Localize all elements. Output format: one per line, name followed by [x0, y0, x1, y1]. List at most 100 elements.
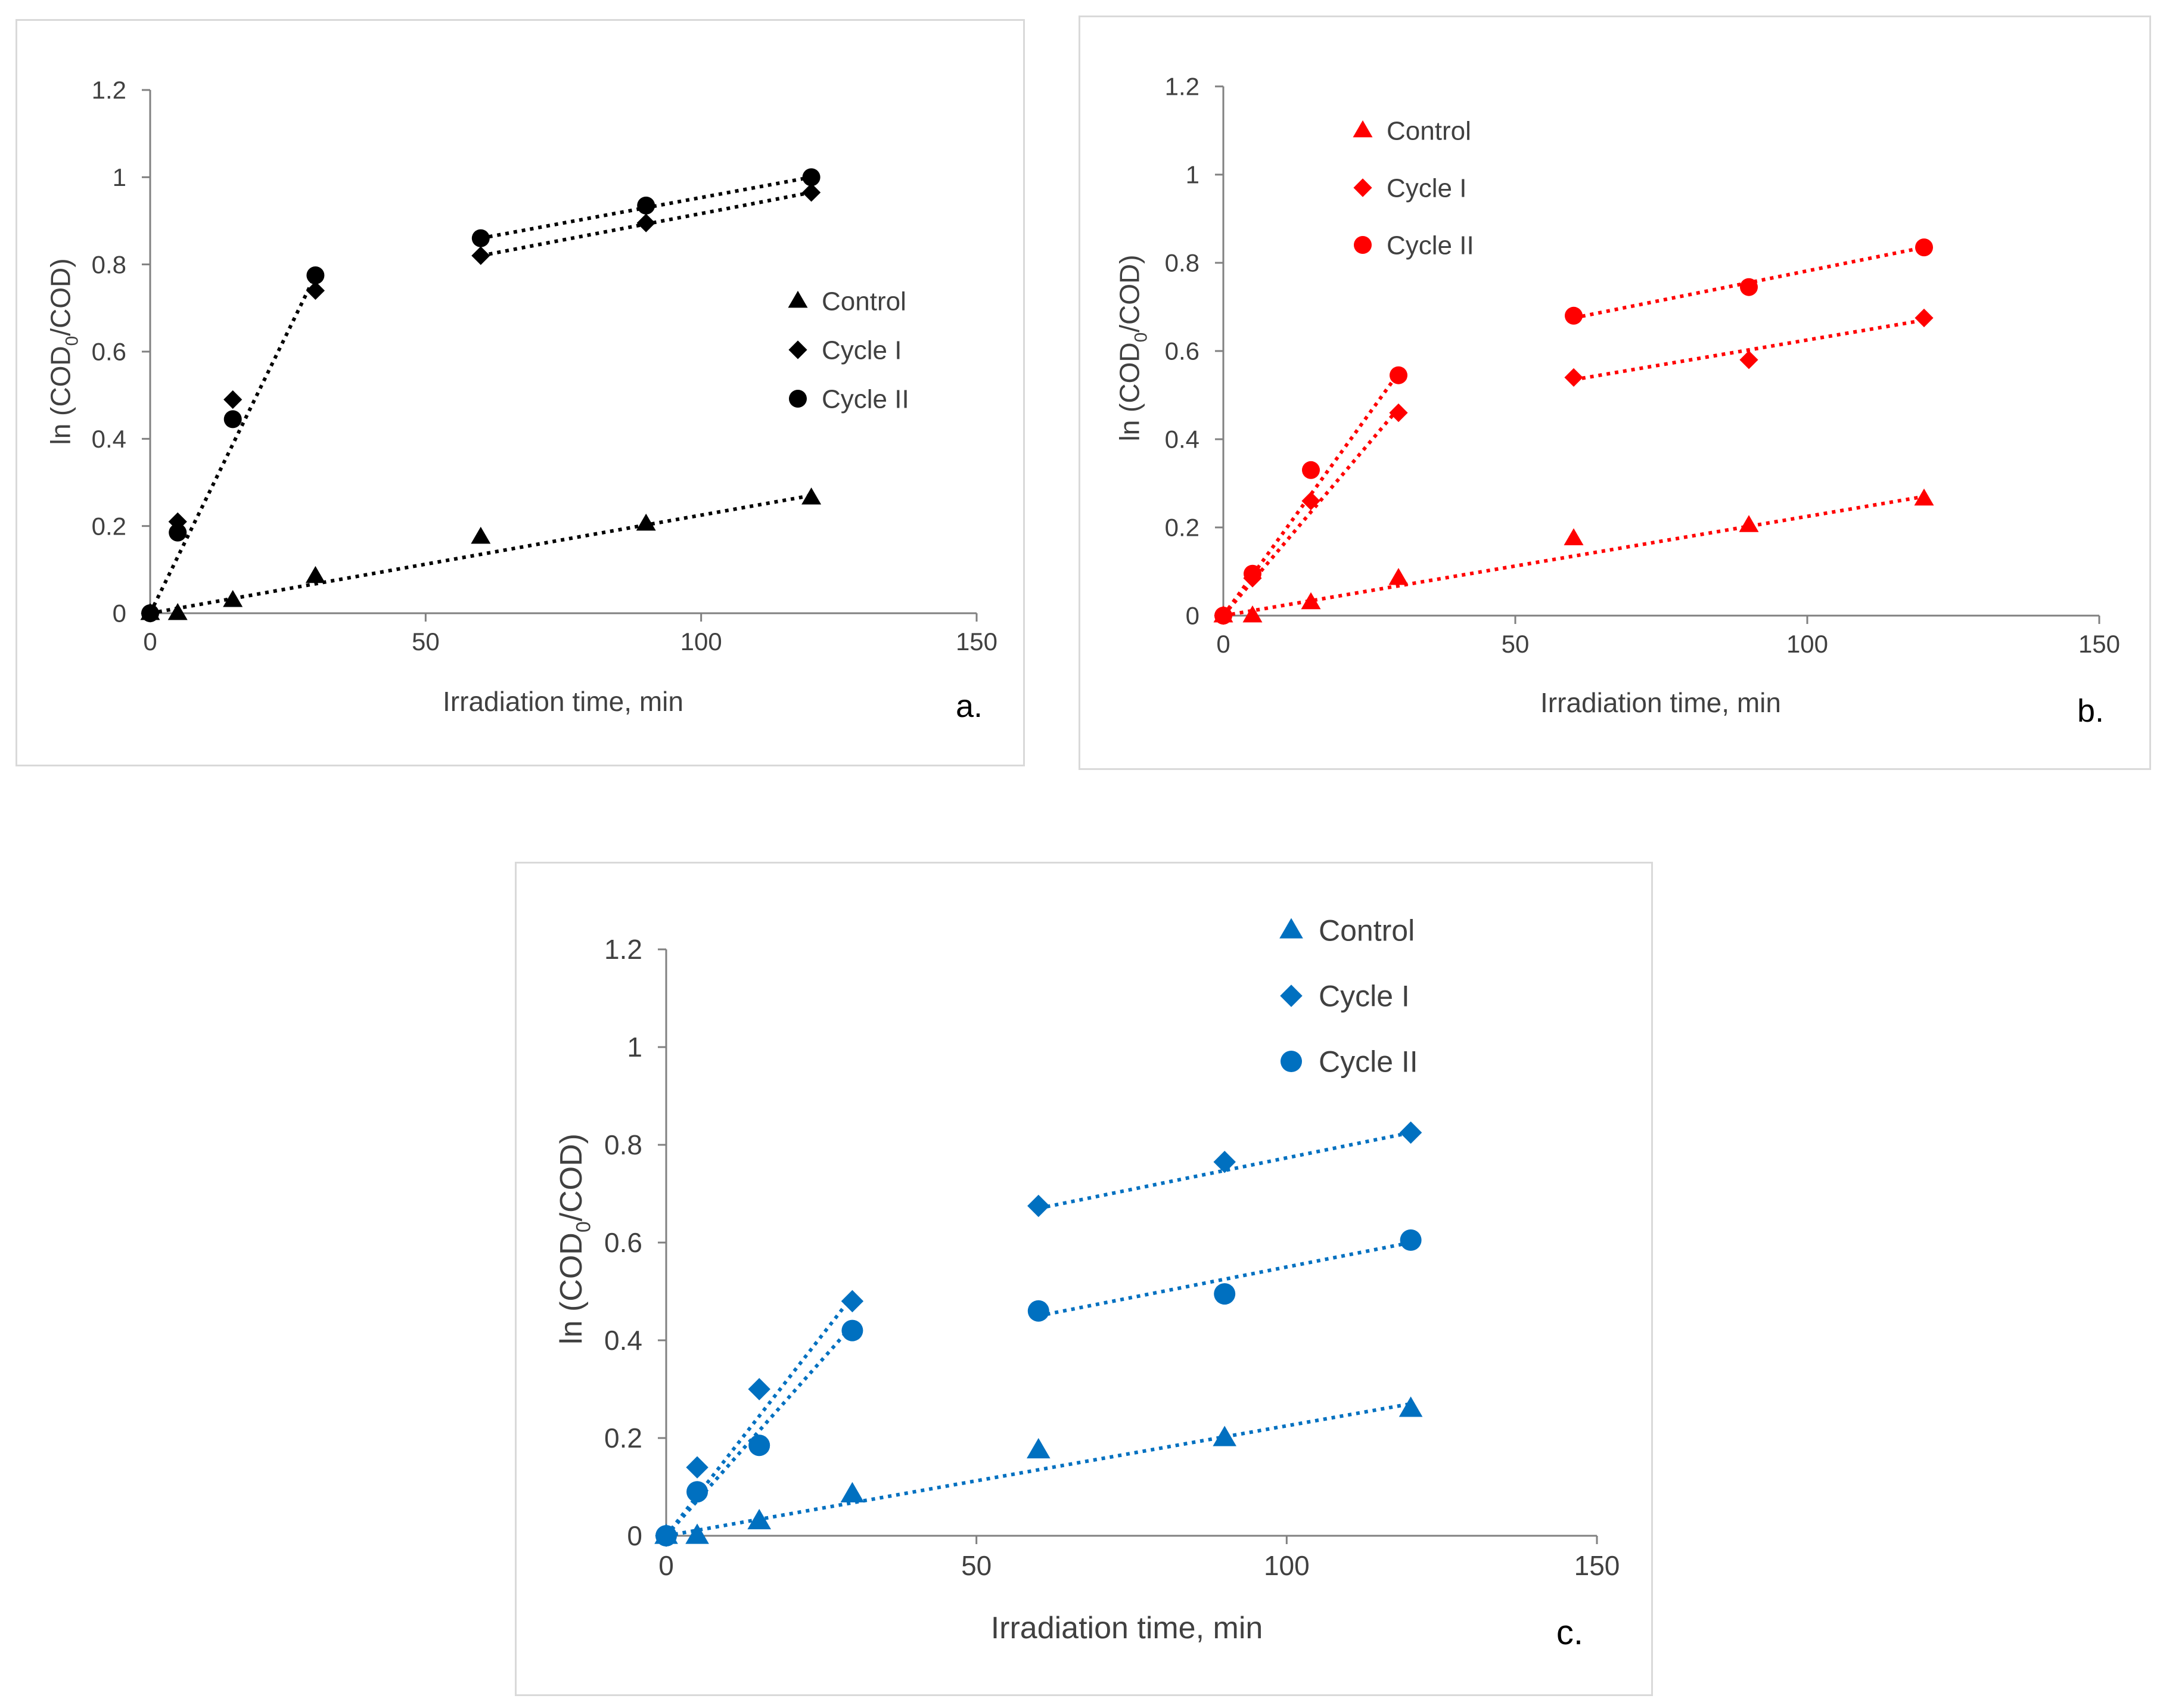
data-point-cycle-i [1301, 492, 1320, 511]
x-tick-label: 100 [1786, 630, 1828, 658]
data-point-cycle-i [1213, 1150, 1236, 1173]
data-point-cycle-ii [1390, 366, 1407, 384]
x-tick-label: 50 [1502, 630, 1530, 658]
data-point-control [1739, 515, 1759, 532]
x-tick-label: 100 [1264, 1550, 1310, 1581]
y-axis-title-subscript: 0 [572, 1221, 595, 1232]
data-point-cycle-ii [1214, 607, 1232, 625]
chart-panel-a: 0 50 100 150 0 0.2 0.4 0.6 0.8 1 1.2 Irradiation ti… [15, 19, 1025, 766]
data-point-cycle-i [841, 1290, 864, 1313]
legend-marker [788, 290, 808, 308]
y-tick-label: 1 [113, 163, 126, 191]
x-axis-title: Irradiation time, min [991, 1611, 1263, 1645]
data-point-control [636, 513, 656, 531]
data-point-cycle-ii [1400, 1229, 1422, 1251]
data-point-control [305, 566, 325, 583]
legend-label: Cycle I [822, 336, 902, 365]
trendline-cycle-ii [1038, 1241, 1412, 1318]
y-tick-label: 0.6 [92, 338, 126, 366]
data-point-cycle-ii [306, 266, 325, 284]
data-point-control [1213, 1426, 1236, 1446]
data-point-cycle-i [471, 246, 490, 265]
x-tick-label: 0 [1216, 630, 1230, 658]
x-tick-label: 50 [412, 628, 440, 656]
y-tick-label: 0.4 [604, 1325, 642, 1356]
data-point-cycle-ii [802, 168, 821, 187]
data-point-cycle-ii [471, 229, 490, 247]
data-point-cycle-i [1399, 1121, 1422, 1144]
data-point-cycle-i [686, 1456, 708, 1479]
trendline-control [1223, 495, 1925, 617]
data-point-control [1564, 528, 1584, 545]
legend-marker [1353, 178, 1372, 197]
data-point-control [1388, 568, 1409, 585]
legend-marker [1279, 918, 1303, 939]
x-tick-label: 150 [2078, 630, 2120, 658]
data-point-cycle-ii [686, 1481, 708, 1503]
legend-label: Control [822, 287, 906, 316]
data-point-control [801, 487, 822, 505]
x-tick-label: 150 [956, 628, 997, 656]
data-point-control [1301, 592, 1321, 610]
x-tick-label: 150 [1574, 1550, 1620, 1581]
y-tick-label: 0.2 [92, 512, 126, 540]
chart-svg: 0 50 100 150 0 0.2 0.4 0.6 0.8 1 1.2 Irradiation ti… [554, 914, 1620, 1653]
data-point-cycle-i [1915, 308, 1934, 328]
legend-label: Control [1319, 914, 1415, 948]
data-point-cycle-ii [748, 1434, 770, 1457]
x-axis-title: Irradiation time, min [443, 686, 683, 717]
y-tick-label: 0 [113, 600, 126, 628]
data-point-cycle-i [306, 281, 325, 300]
y-axis-title-tail: /COD) [1114, 254, 1145, 332]
data-point-cycle-ii [1027, 1300, 1049, 1322]
legend-marker [1354, 236, 1372, 254]
y-tick-label: 0.2 [604, 1423, 642, 1454]
trendline-cycle-ii [664, 1324, 854, 1537]
data-point-cycle-i [636, 213, 655, 232]
legend-label: Cycle I [1387, 173, 1466, 203]
data-point-cycle-ii [1214, 1283, 1236, 1305]
y-axis-title: ln (COD0/COD) [554, 1134, 595, 1344]
y-tick-label: 1 [627, 1032, 642, 1063]
y-tick-label: 1.2 [92, 76, 126, 104]
trendline-cycle-i [1573, 318, 1925, 382]
y-axis-title-main: ln (COD [554, 1232, 589, 1344]
data-point-cycle-i [748, 1378, 770, 1400]
data-point-control [167, 603, 188, 620]
y-axis-title-subscript: 0 [62, 336, 82, 346]
legend-marker [1281, 1051, 1302, 1072]
data-point-control [685, 1523, 709, 1544]
y-tick-label: 0.6 [1165, 337, 1199, 365]
y-axis-title-tail: /COD) [554, 1134, 589, 1221]
y-axis-title-main: ln (COD [45, 346, 76, 445]
data-point-cycle-ii [223, 410, 242, 428]
data-point-cycle-i [1389, 403, 1408, 423]
data-point-control [471, 526, 491, 544]
chart-panel-c: 0 50 100 150 0 0.2 0.4 0.6 0.8 1 1.2 Irradiation ti… [515, 862, 1653, 1696]
legend-label: Control [1387, 116, 1471, 145]
data-point-cycle-i [802, 183, 821, 202]
data-point-control [223, 589, 243, 607]
y-tick-label: 0 [627, 1520, 642, 1551]
legend-label: Cycle II [822, 384, 909, 414]
y-axis-title-main: ln (COD [1114, 342, 1145, 441]
x-tick-label: 100 [680, 628, 722, 656]
y-tick-label: 0.8 [1165, 249, 1199, 277]
legend-label: Cycle II [1319, 1045, 1418, 1079]
data-point-control [1242, 605, 1263, 623]
data-point-cycle-ii [1565, 306, 1583, 325]
y-tick-label: 1 [1186, 161, 1199, 189]
y-tick-label: 1.2 [1165, 73, 1199, 101]
trendline-control [666, 1402, 1412, 1538]
legend-marker [1353, 120, 1373, 138]
y-tick-label: 0 [1186, 602, 1199, 630]
y-tick-label: 0.4 [1165, 426, 1199, 454]
y-tick-label: 0.8 [92, 250, 126, 278]
data-point-cycle-ii [141, 604, 159, 622]
trendline-control [150, 493, 812, 615]
data-point-control [1027, 1437, 1051, 1459]
trendline-cycle-i [148, 274, 318, 614]
x-tick-label: 0 [143, 628, 157, 656]
legend-marker [789, 390, 807, 408]
legend-marker [1280, 985, 1303, 1007]
